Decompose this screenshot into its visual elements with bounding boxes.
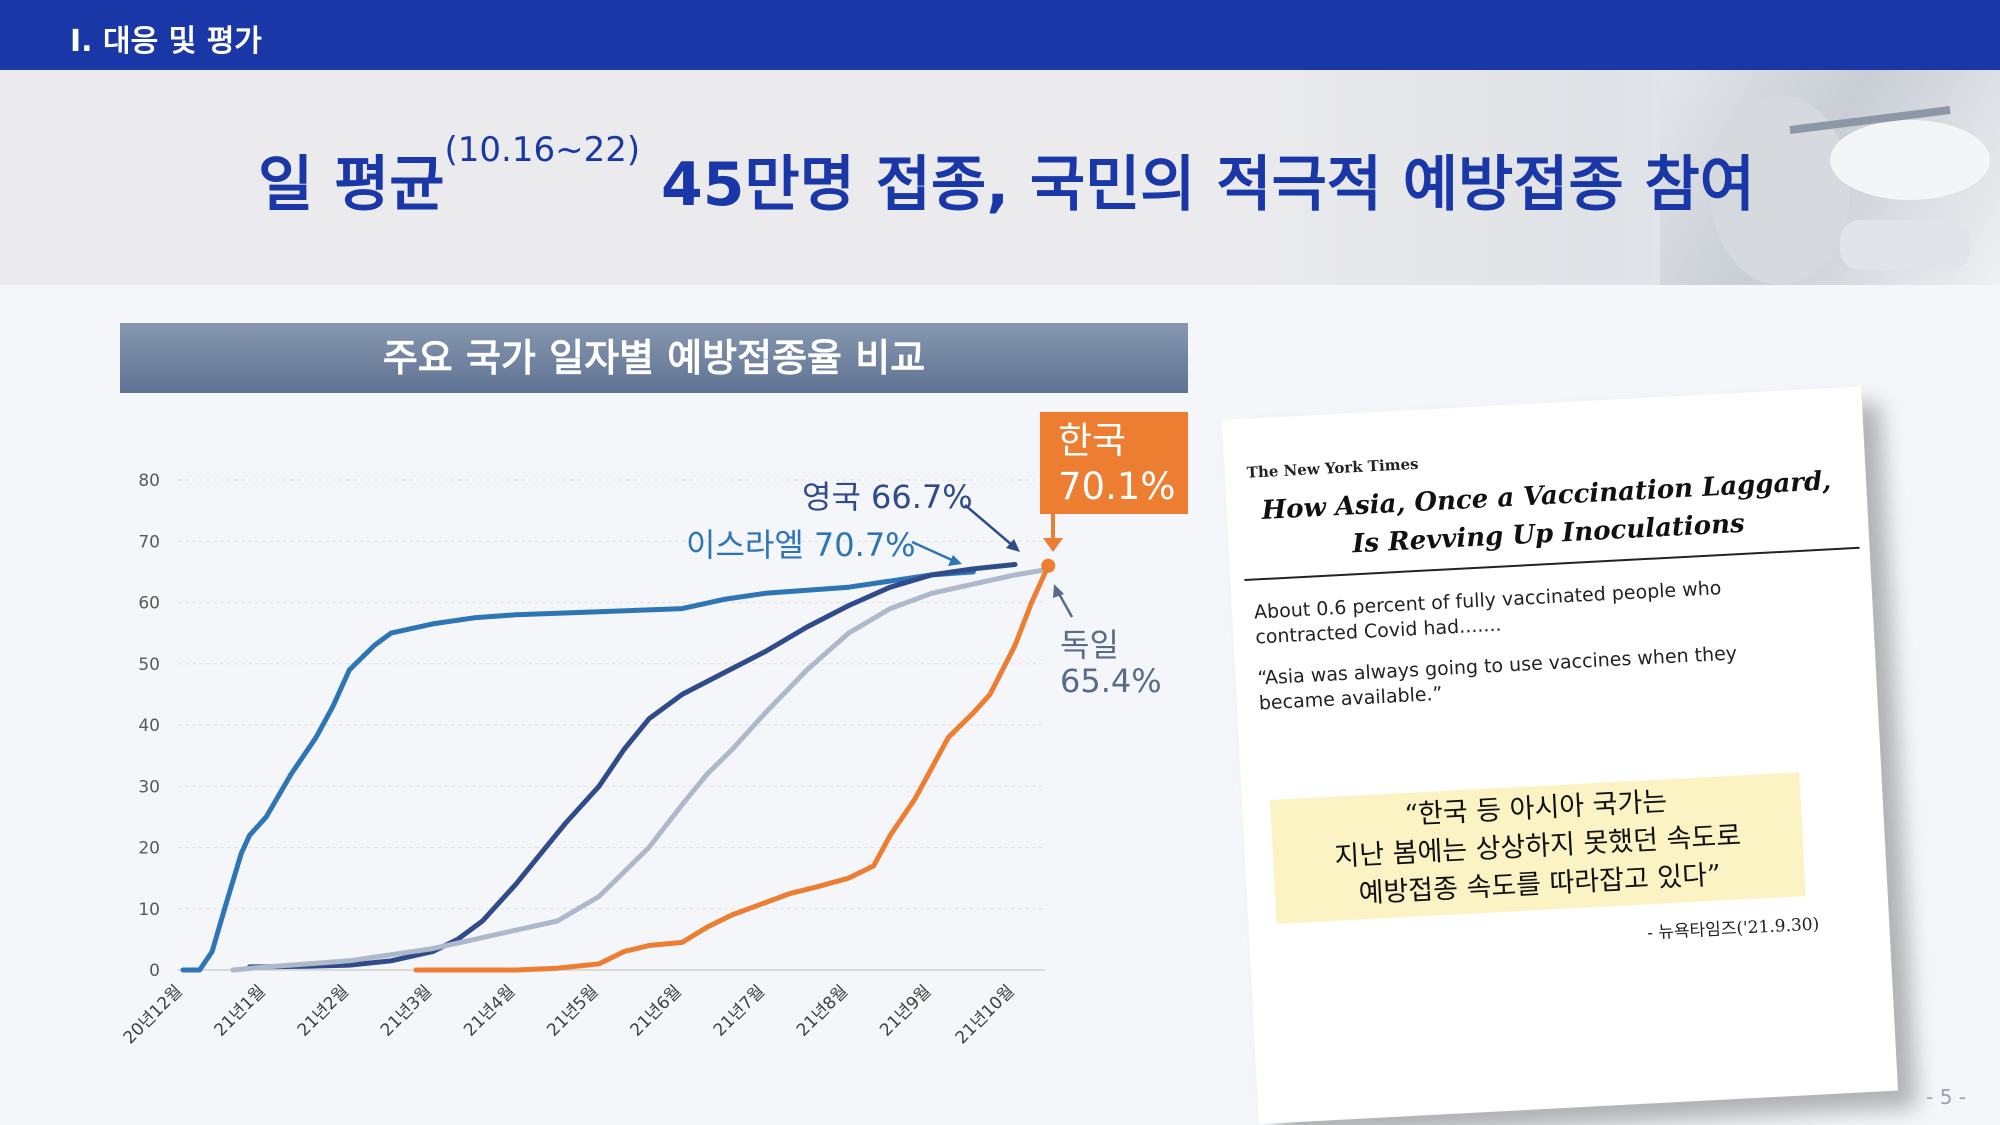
y-tick-label: 10: [138, 900, 160, 920]
nyt-masthead: The New York Times: [1246, 454, 1419, 482]
header-bar: [0, 0, 2000, 70]
series-line: [180, 569, 976, 973]
israel-arrow: [911, 540, 953, 562]
korea-value: 70.1%: [1058, 465, 1176, 508]
korea-end-point: [1041, 558, 1056, 573]
uk-label: 영국 66.7%: [802, 478, 973, 516]
quote-source: - 뉴욕타임즈('21.9.30): [1646, 914, 1820, 944]
chart-header: 주요 국가 일자별 예방접종율 비교: [120, 323, 1188, 393]
series-line: [230, 566, 1051, 973]
page-number: - 5 -: [1926, 1085, 1966, 1109]
x-tick-label: 21년9월: [876, 981, 935, 1040]
x-tick-label: 21년5월: [543, 981, 602, 1040]
page-title: 일 평균(10.16~22) 45만명 접종, 국민의 적극적 예방접종 참여: [258, 130, 1755, 223]
news-clipping: The New York Times How Asia, Once a Vacc…: [1222, 386, 1899, 1125]
x-tick-label: 21년6월: [627, 981, 686, 1040]
title-suffix: 45만명 접종, 국민의 적극적 예방접종 참여: [640, 150, 1755, 220]
x-tick-label: 21년10월: [952, 981, 1019, 1048]
y-tick-label: 40: [138, 716, 160, 736]
uk-arrow: [964, 504, 1013, 546]
x-tick-label: 20년12월: [120, 981, 187, 1048]
y-tick-label: 50: [138, 655, 160, 675]
korea-callout: 한국 70.1%: [1040, 412, 1188, 514]
korea-name: 한국: [1058, 419, 1127, 462]
uk-arrow-head: [1006, 539, 1020, 552]
section-label: Ⅰ. 대응 및 평가: [70, 24, 262, 59]
x-tick-label: 21년8월: [793, 981, 852, 1040]
israel-arrow-head: [948, 555, 962, 566]
x-tick-label: 21년7월: [710, 981, 769, 1040]
vaccination-photo: [1660, 70, 2000, 285]
germany-arrow: [1056, 591, 1074, 618]
x-tick-label: 21년2월: [294, 981, 353, 1040]
germany-value: 65.4%: [1060, 662, 1162, 700]
y-tick-label: 30: [138, 777, 160, 797]
korean-quote: “한국 등 아시아 국가는 지난 봄에는 상상하지 못했던 속도로 예방접종 속…: [1269, 772, 1806, 924]
title-prefix: 일 평균: [258, 150, 445, 220]
title-period: (10.16~22): [444, 130, 641, 170]
y-tick-label: 0: [149, 961, 160, 981]
germany-arrow-head: [1053, 584, 1064, 598]
x-tick-label: 21년3월: [377, 981, 436, 1040]
germany-name: 독일: [1060, 626, 1119, 664]
korea-arrow-head: [1043, 538, 1063, 552]
y-tick-label: 80: [138, 471, 160, 491]
series-line: [247, 562, 1018, 970]
x-tick-label: 21년1월: [211, 981, 270, 1040]
article-paragraph-2: “Asia was always going to use vaccines w…: [1257, 642, 1738, 715]
series-line: [413, 563, 1051, 973]
israel-label: 이스라엘 70.7%: [686, 526, 916, 564]
y-tick-label: 70: [138, 532, 160, 552]
y-tick-label: 60: [138, 594, 160, 614]
article-paragraph-1: About 0.6 percent of fully vaccinated pe…: [1253, 577, 1722, 649]
y-tick-label: 20: [138, 839, 160, 859]
syringe-icon: [1710, 95, 1990, 285]
x-tick-label: 21년4월: [460, 981, 519, 1040]
